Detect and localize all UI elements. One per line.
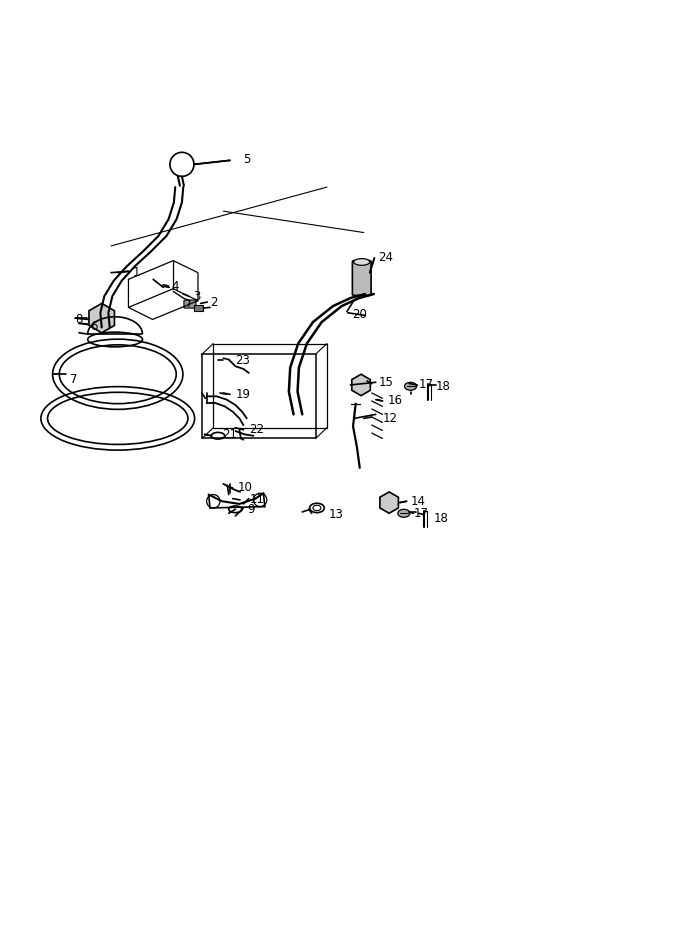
Text: 6: 6 — [90, 320, 97, 333]
Text: 11: 11 — [250, 494, 265, 507]
Text: 17: 17 — [419, 379, 433, 392]
Text: 18: 18 — [436, 380, 451, 393]
Text: 20: 20 — [352, 308, 367, 321]
Text: 14: 14 — [410, 494, 425, 508]
Text: 24: 24 — [378, 252, 394, 264]
Text: 2: 2 — [210, 297, 218, 309]
Text: 7: 7 — [69, 373, 77, 386]
Text: 22: 22 — [249, 424, 264, 437]
Text: 9: 9 — [247, 504, 254, 517]
Text: 19: 19 — [235, 388, 251, 401]
Text: 5: 5 — [243, 152, 251, 165]
Polygon shape — [352, 374, 370, 396]
Text: 13: 13 — [329, 508, 344, 522]
Text: 8: 8 — [75, 313, 82, 326]
Text: 21: 21 — [222, 428, 237, 441]
Bar — [194, 305, 204, 312]
Text: 12: 12 — [382, 411, 398, 425]
Text: 18: 18 — [433, 512, 448, 525]
FancyBboxPatch shape — [353, 260, 371, 296]
Text: 17: 17 — [413, 507, 428, 520]
Text: 10: 10 — [238, 481, 253, 494]
Text: 3: 3 — [193, 289, 201, 302]
Polygon shape — [380, 492, 398, 513]
Text: 16: 16 — [388, 395, 403, 408]
Ellipse shape — [354, 258, 370, 265]
Text: 15: 15 — [378, 376, 394, 389]
Text: 23: 23 — [235, 355, 250, 368]
Polygon shape — [89, 303, 115, 333]
Ellipse shape — [398, 509, 410, 517]
Ellipse shape — [404, 383, 417, 390]
FancyBboxPatch shape — [184, 300, 196, 308]
Text: 1: 1 — [133, 266, 141, 279]
Text: 4: 4 — [171, 280, 179, 293]
